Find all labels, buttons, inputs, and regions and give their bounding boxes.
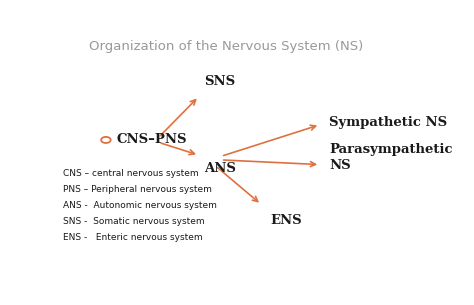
Text: SNS: SNS (204, 75, 236, 88)
Text: Parasympathetic
NS: Parasympathetic NS (329, 143, 453, 172)
Text: ANS -  Autonomic nervous system: ANS - Autonomic nervous system (63, 201, 217, 210)
Text: SNS -  Somatic nervous system: SNS - Somatic nervous system (63, 217, 205, 226)
Text: ENS: ENS (271, 214, 302, 227)
Text: CNS–PNS: CNS–PNS (116, 133, 187, 146)
Text: PNS – Peripheral nervous system: PNS – Peripheral nervous system (63, 185, 212, 194)
Text: Organization of the Nervous System (NS): Organization of the Nervous System (NS) (89, 40, 363, 53)
Text: Sympathetic NS: Sympathetic NS (329, 116, 447, 129)
Text: CNS – central nervous system: CNS – central nervous system (63, 169, 199, 178)
Text: ANS: ANS (204, 162, 236, 175)
Text: ENS -   Enteric nervous system: ENS - Enteric nervous system (63, 233, 202, 242)
